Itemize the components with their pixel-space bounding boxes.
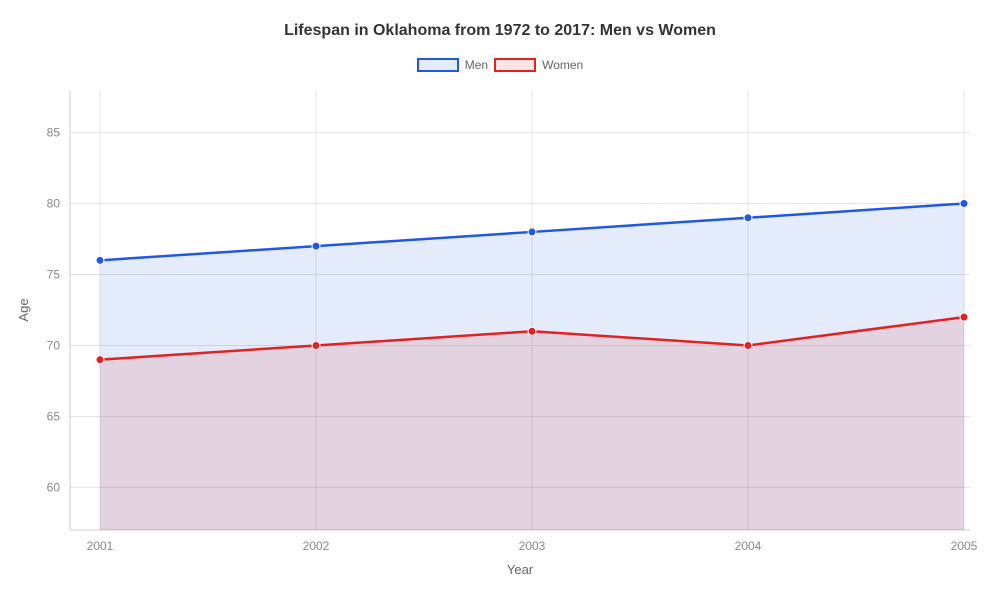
- series-marker-men: [312, 242, 320, 250]
- x-tick-label: 2005: [951, 539, 978, 553]
- y-tick-label: 65: [47, 409, 61, 423]
- series-marker-women: [960, 313, 968, 321]
- series-marker-women: [96, 356, 104, 364]
- series-marker-men: [528, 228, 536, 236]
- y-tick-label: 70: [47, 338, 61, 352]
- series-marker-women: [528, 327, 536, 335]
- series-marker-women: [744, 341, 752, 349]
- x-axis-label: Year: [507, 562, 534, 577]
- x-tick-label: 2002: [303, 539, 330, 553]
- y-tick-label: 85: [47, 126, 61, 140]
- chart-container: Lifespan in Oklahoma from 1972 to 2017: …: [0, 0, 1000, 600]
- y-axis-label: Age: [16, 298, 31, 321]
- x-tick-label: 2004: [735, 539, 762, 553]
- series-marker-women: [312, 341, 320, 349]
- series-marker-men: [960, 200, 968, 208]
- series-marker-men: [744, 214, 752, 222]
- x-tick-label: 2003: [519, 539, 546, 553]
- y-tick-label: 75: [47, 268, 61, 282]
- plot-area: 60 65 70 75 80 85 2001 2002 2003 2004 2005 Year Age: [0, 0, 1000, 600]
- series-marker-men: [96, 256, 104, 264]
- y-tick-label: 60: [47, 480, 61, 494]
- x-tick-label: 2001: [87, 539, 114, 553]
- y-tick-label: 80: [47, 197, 61, 211]
